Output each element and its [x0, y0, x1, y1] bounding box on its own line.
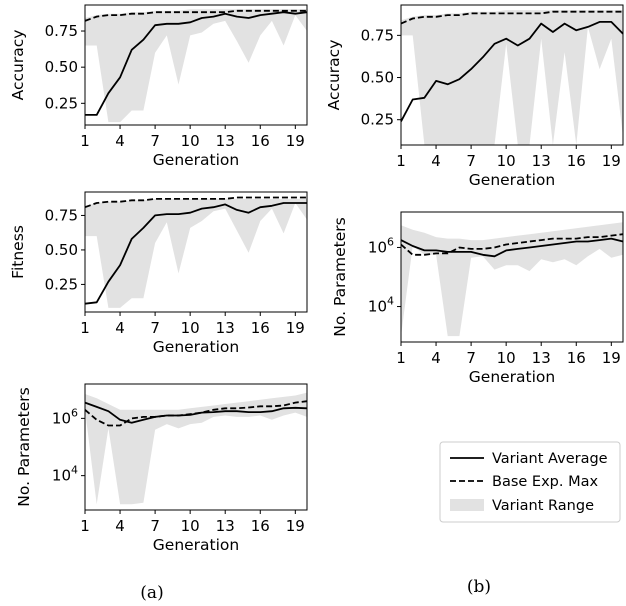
x-tick-label: 13	[216, 319, 235, 337]
variant-range-band	[85, 198, 307, 308]
x-axis-label: Generation	[153, 338, 239, 356]
legend-swatch-variant-range	[450, 499, 484, 511]
y-tick-label: 0.25	[361, 111, 394, 129]
series-line-base-exp-max	[84, 9, 307, 22]
series-line-base-exp-max	[84, 196, 307, 209]
y-axis-label: Accuracy	[325, 40, 343, 111]
x-tick-label: 13	[216, 517, 235, 535]
y-tick-label: 0.50	[45, 58, 78, 76]
legend-label-variant-average: Variant Average	[492, 451, 608, 467]
axes-frame	[84, 4, 308, 126]
x-tick-label: 16	[251, 132, 270, 150]
x-tick-label: 4	[431, 349, 441, 367]
x-tick-label: 10	[497, 152, 516, 170]
x-tick-label: 10	[497, 349, 516, 367]
series-line-variant-average	[400, 20, 624, 122]
y-tick-label: 0.50	[45, 241, 78, 259]
x-tick-label: 4	[115, 319, 125, 337]
y-axis-label: No. Parameters	[331, 217, 349, 336]
y-tick-label: 0.75	[45, 22, 78, 40]
y-axis-label: Accuracy	[9, 30, 27, 101]
x-tick-label: 4	[115, 132, 125, 150]
y-tick-label: 104	[368, 295, 394, 316]
x-tick-label: 10	[181, 132, 200, 150]
series-line-variant-average	[400, 237, 624, 258]
legend: Variant Average Base Exp. Max Variant Ra…	[439, 441, 621, 523]
panel-b-parameters: 1 4 7 10 13 16 19 104 106 Generation No. Parameter…	[331, 211, 624, 386]
x-tick-label: 10	[181, 517, 200, 535]
x-tick-label: 16	[251, 319, 270, 337]
x-tick-label: 7	[466, 152, 476, 170]
y-tick-label: 0.25	[45, 275, 78, 293]
caption-b: (b)	[467, 577, 491, 597]
y-tick-label: 0.75	[361, 26, 394, 44]
x-tick-label: 1	[396, 152, 406, 170]
x-tick-label: 19	[286, 132, 305, 150]
y-tick-label: 0.75	[45, 206, 78, 224]
panel-a-accuracy: 1 4 7 10 13 16 19 0.25 0.50 0.75 Generation Accurac…	[9, 4, 308, 169]
x-tick-label: 1	[80, 319, 90, 337]
x-axis-label: Generation	[153, 151, 239, 169]
legend-frame	[439, 441, 621, 523]
legend-label-variant-range: Variant Range	[492, 498, 594, 514]
series-line-base-exp-max	[400, 10, 623, 25]
x-tick-label: 13	[532, 152, 551, 170]
panel-a-fitness: 1 4 7 10 13 16 19 0.25 0.50 0.75 Generation Fitness	[9, 191, 308, 356]
x-tick-label: 19	[602, 349, 621, 367]
axes-frame	[400, 211, 624, 343]
variant-range-band	[85, 9, 307, 123]
x-tick-label: 16	[567, 349, 586, 367]
y-tick-label: 106	[52, 406, 78, 427]
variant-range-band	[85, 392, 307, 505]
x-tick-label: 16	[251, 517, 270, 535]
caption-a: (a)	[140, 583, 163, 603]
axes-frame	[400, 4, 624, 146]
x-tick-label: 7	[466, 349, 476, 367]
x-tick-label: 1	[80, 132, 90, 150]
legend-label-base-exp-max: Base Exp. Max	[492, 474, 598, 490]
x-axis-label: Generation	[469, 171, 555, 189]
series-line-variant-average	[84, 202, 307, 305]
x-tick-label: 19	[286, 517, 305, 535]
x-tick-label: 13	[216, 132, 235, 150]
y-tick-label: 0.50	[361, 69, 394, 87]
x-tick-label: 10	[181, 319, 200, 337]
x-tick-label: 1	[396, 349, 406, 367]
axes-frame	[84, 191, 308, 313]
series-line-base-exp-max	[84, 400, 308, 427]
x-tick-label: 4	[115, 517, 125, 535]
x-tick-label: 7	[150, 319, 160, 337]
y-axis-label: No. Parameters	[15, 387, 33, 506]
x-tick-label: 16	[567, 152, 586, 170]
y-tick-label: 104	[52, 464, 78, 485]
x-tick-label: 19	[286, 319, 305, 337]
y-tick-label: 0.25	[45, 94, 78, 112]
variant-range-band	[401, 10, 623, 145]
x-tick-label: 7	[150, 517, 160, 535]
x-tick-label: 4	[431, 152, 441, 170]
x-axis-label: Generation	[153, 536, 239, 554]
x-tick-label: 13	[532, 349, 551, 367]
y-tick-label: 106	[368, 235, 394, 256]
y-axis-label: Fitness	[9, 225, 27, 279]
series-line-base-exp-max	[400, 233, 624, 256]
x-tick-label: 7	[150, 132, 160, 150]
panel-b-accuracy: 1 4 7 10 13 16 19 0.25 0.50 0.75 Generation Accurac…	[325, 4, 624, 189]
panel-a-parameters: 1 4 7 10 13 16 19 104 106 Generation No. Parameter…	[15, 383, 308, 554]
axes-frame	[84, 383, 308, 511]
x-tick-label: 19	[602, 152, 621, 170]
x-axis-label: Generation	[469, 368, 555, 386]
x-tick-label: 1	[80, 517, 90, 535]
variant-range-band	[401, 222, 623, 337]
series-line-variant-average	[85, 11, 308, 116]
